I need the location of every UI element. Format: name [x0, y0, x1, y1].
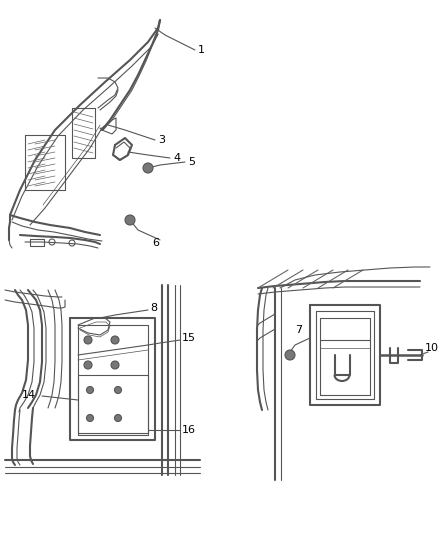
Text: 16: 16: [182, 425, 196, 435]
Circle shape: [143, 163, 153, 173]
Text: 7: 7: [295, 325, 302, 335]
Circle shape: [125, 215, 135, 225]
Circle shape: [86, 415, 93, 422]
Circle shape: [285, 350, 295, 360]
Circle shape: [114, 386, 121, 393]
Text: 1: 1: [198, 45, 205, 55]
Text: 14: 14: [22, 390, 36, 400]
Circle shape: [84, 336, 92, 344]
Circle shape: [111, 336, 119, 344]
Text: 8: 8: [150, 303, 157, 313]
Text: 4: 4: [173, 153, 180, 163]
Text: 6: 6: [152, 238, 159, 248]
Circle shape: [114, 415, 121, 422]
Circle shape: [86, 386, 93, 393]
Circle shape: [111, 361, 119, 369]
Text: 10: 10: [425, 343, 438, 353]
Text: 15: 15: [182, 333, 196, 343]
Text: 5: 5: [188, 157, 195, 167]
Circle shape: [84, 361, 92, 369]
Text: 3: 3: [158, 135, 165, 145]
